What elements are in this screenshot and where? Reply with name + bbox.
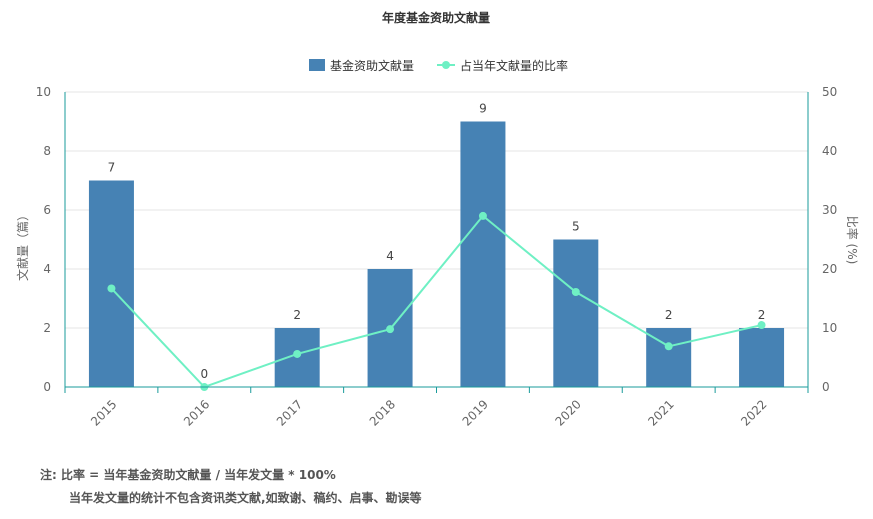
ratio-point[interactable] [293, 349, 302, 358]
y-tick-label: 4 [43, 262, 51, 276]
x-tick-label: 2022 [738, 397, 769, 428]
bar[interactable] [553, 239, 599, 388]
legend-line-marker [442, 61, 450, 69]
bar-value-label: 4 [386, 249, 394, 263]
gridlines [65, 91, 808, 329]
y-tick-label: 10 [36, 85, 51, 99]
bar-value-label: 2 [293, 308, 301, 322]
bar[interactable] [739, 328, 785, 387]
y2-tick-label: 50 [822, 85, 837, 99]
legend-item-line[interactable]: 占当年文献量的比率 [437, 58, 568, 73]
chart-title: 年度基金资助文献量 [382, 10, 490, 25]
x-tick-label: 2015 [88, 397, 119, 428]
legend-bar-swatch [309, 59, 325, 71]
x-tick-label: 2018 [367, 397, 398, 428]
bar[interactable] [88, 180, 134, 388]
bar-value-label: 2 [665, 308, 673, 322]
y2-tick-label: 0 [822, 380, 830, 394]
x-tick-labels: 2015 2016 2017 2018 2019 2020 2021 2022 [88, 397, 770, 428]
bar-labels: 7 0 2 4 9 5 2 2 [108, 102, 766, 382]
ratio-line-series [107, 211, 766, 391]
y2-tick-label: 30 [822, 203, 837, 217]
x-tick-label: 2016 [181, 397, 212, 428]
legend-bar-label: 基金资助文献量 [330, 58, 414, 73]
ratio-point[interactable] [386, 325, 395, 334]
y2-tick-label: 20 [822, 262, 837, 276]
y2-tick-label: 40 [822, 144, 837, 158]
y-tick-label: 0 [43, 380, 51, 394]
ratio-point[interactable] [478, 211, 487, 220]
ratio-line [110, 214, 762, 389]
y-tick-label: 8 [43, 144, 51, 158]
ratio-point[interactable] [757, 321, 766, 330]
y-axis-title: 文献量（篇） [15, 209, 30, 281]
y-tick-labels: 0 2 4 6 8 10 [36, 85, 51, 394]
y2-axis-title: 比率 (%) [845, 216, 860, 265]
axes [64, 92, 809, 393]
ratio-point[interactable] [571, 288, 580, 297]
x-tick-label: 2017 [274, 397, 305, 428]
bar[interactable] [460, 121, 506, 388]
legend-item-bars[interactable]: 基金资助文献量 [309, 58, 414, 73]
bar-value-label: 0 [200, 367, 208, 381]
bar-value-label: 7 [108, 161, 116, 175]
y2-tick-label: 10 [822, 321, 837, 335]
ratio-point[interactable] [664, 342, 673, 351]
note-formula: 注: 比率 = 当年基金资助文献量 / 当年发文量 * 100% [40, 468, 336, 482]
y-tick-label: 6 [43, 203, 51, 217]
y-tick-label: 2 [43, 321, 51, 335]
bar-value-label: 5 [572, 220, 580, 234]
y2-tick-labels: 0 10 20 30 40 50 [822, 85, 837, 394]
note-exclusion: 当年发文量的统计不包含资讯类文献,如致谢、稿约、启事、勘误等 [69, 491, 422, 505]
ratio-point[interactable] [107, 284, 116, 293]
bar-value-label: 2 [758, 308, 766, 322]
x-tick-label: 2019 [460, 397, 491, 428]
legend-line-label: 占当年文献量的比率 [460, 58, 568, 73]
bar-value-label: 9 [479, 102, 487, 116]
legend: 基金资助文献量 占当年文献量的比率 [309, 58, 568, 73]
bars [88, 121, 785, 388]
x-tick-label: 2020 [552, 397, 583, 428]
x-tick-label: 2021 [645, 397, 676, 428]
